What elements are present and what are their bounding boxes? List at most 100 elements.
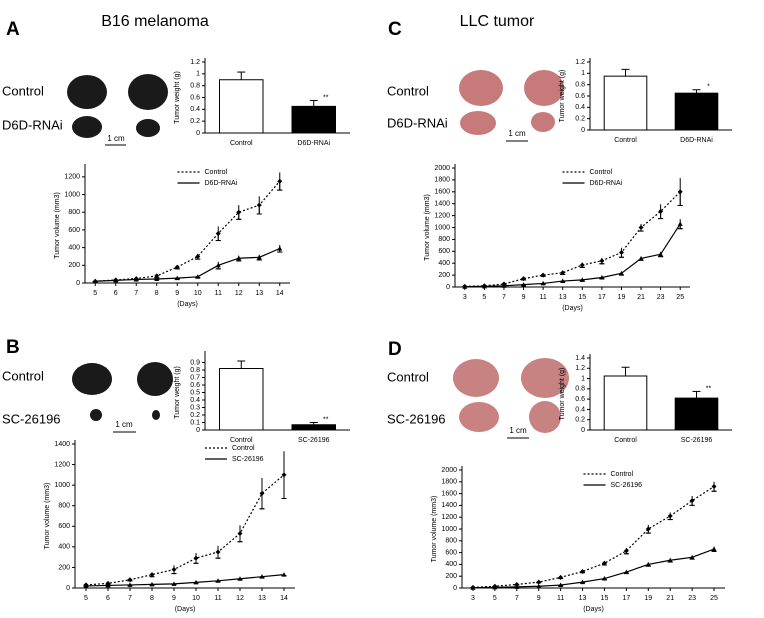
- marker: [236, 209, 242, 215]
- x-tick-label: 11: [557, 595, 564, 602]
- x-tick-label: 23: [657, 294, 665, 301]
- bar: [219, 368, 264, 431]
- marker: [623, 569, 629, 575]
- marker: [171, 566, 177, 572]
- marker: [618, 270, 624, 276]
- y-tick-label: 0.3: [190, 404, 200, 411]
- marker: [470, 585, 476, 590]
- x-tick-label: 5: [84, 595, 88, 602]
- y-tick-label: 1800: [434, 177, 450, 184]
- y-tick-label: 200: [68, 262, 80, 269]
- y-tick-label: 800: [68, 209, 80, 216]
- x-tick-label: 8: [150, 595, 154, 602]
- marker: [105, 582, 111, 588]
- marker: [645, 561, 651, 567]
- y-axis-label: Tumor volume (mm3): [424, 194, 431, 261]
- y-tick-label: 0.6: [190, 94, 200, 101]
- marker: [580, 568, 586, 574]
- y-tick-label: 200: [438, 272, 450, 279]
- x-tick-label: 14: [280, 595, 288, 602]
- x-tick-label: 12: [235, 290, 243, 297]
- y-tick-label: 800: [438, 236, 450, 243]
- x-tick-label: 23: [688, 595, 696, 602]
- y-tick-label: 1.2: [575, 59, 585, 66]
- marker: [677, 189, 683, 195]
- series-line: [85, 574, 285, 587]
- x-tick-label: 17: [598, 294, 606, 301]
- y-tick-label: 2000: [441, 467, 457, 474]
- y-tick-label: 1600: [434, 189, 450, 196]
- marker: [215, 549, 221, 555]
- panel-letter: D: [388, 339, 402, 360]
- y-tick-label: 0: [196, 130, 200, 137]
- panel-letter: A: [6, 19, 20, 40]
- y-tick-label: 0: [581, 427, 585, 434]
- marker: [579, 277, 585, 282]
- series-line: [464, 191, 681, 288]
- marker: [256, 254, 262, 260]
- x-tick-label: 9: [175, 290, 179, 297]
- significance: *: [707, 84, 710, 91]
- y-tick-label: 600: [438, 248, 450, 255]
- x-axis-label: (Days): [177, 301, 198, 308]
- x-axis-label: (Days): [562, 305, 583, 312]
- marker: [113, 277, 119, 283]
- scale-label: 1 cm: [107, 134, 125, 143]
- x-tick-label: 7: [128, 595, 132, 602]
- y-tick-label: 0: [196, 427, 200, 434]
- marker: [236, 255, 242, 261]
- photo-label: Control: [387, 369, 429, 384]
- x-tick-label: 19: [618, 294, 626, 301]
- marker: [580, 579, 586, 585]
- panel-title: B16 melanoma: [101, 13, 209, 30]
- y-axis-label: Tumor weight (g): [559, 368, 566, 421]
- legend-label: D6D-RNAi: [590, 180, 623, 187]
- x-tick-label: Control: [230, 437, 253, 444]
- significance: **: [323, 94, 329, 101]
- x-tick-label: Control: [614, 437, 637, 444]
- x-tick-label: 7: [134, 290, 138, 297]
- marker: [540, 272, 546, 278]
- y-tick-label: 800: [445, 538, 457, 545]
- y-tick-label: 0.4: [575, 104, 585, 111]
- y-tick-label: 0.2: [575, 116, 585, 123]
- legend-label: Control: [611, 471, 634, 478]
- marker: [558, 582, 564, 588]
- y-tick-label: 0: [453, 585, 457, 592]
- series-line: [85, 474, 285, 586]
- marker: [195, 274, 201, 279]
- y-tick-label: 800: [58, 503, 70, 510]
- y-tick-label: 0.8: [575, 82, 585, 89]
- marker: [215, 230, 221, 236]
- x-tick-label: 19: [644, 595, 652, 602]
- marker: [601, 576, 607, 581]
- x-tick-label: 15: [578, 294, 586, 301]
- photo-label: D6D-RNAi: [2, 117, 63, 132]
- x-tick-label: 11: [214, 595, 221, 602]
- bar: [674, 397, 719, 431]
- y-tick-label: 1600: [441, 490, 457, 497]
- marker: [237, 530, 243, 536]
- y-tick-label: 0.2: [190, 118, 200, 125]
- tumor-photo: [459, 70, 564, 135]
- legend-label: SC-26196: [232, 456, 264, 463]
- y-tick-label: 600: [58, 523, 70, 530]
- y-tick-label: 1400: [441, 502, 457, 509]
- x-tick-label: 6: [106, 595, 110, 602]
- x-tick-label: 15: [601, 595, 609, 602]
- y-tick-label: 1000: [434, 224, 450, 231]
- x-axis-label: (Days): [175, 606, 196, 613]
- marker: [521, 276, 527, 282]
- marker: [174, 264, 180, 270]
- marker: [277, 178, 283, 184]
- marker: [281, 472, 287, 478]
- bar: [674, 92, 719, 131]
- x-tick-label: D6D-RNAi: [680, 137, 713, 144]
- y-tick-label: 0: [76, 280, 80, 287]
- marker: [195, 253, 201, 259]
- y-tick-label: 1.2: [575, 365, 585, 372]
- marker: [536, 579, 542, 585]
- marker: [560, 278, 566, 284]
- x-tick-label: 25: [710, 595, 718, 602]
- x-tick-label: 5: [482, 294, 486, 301]
